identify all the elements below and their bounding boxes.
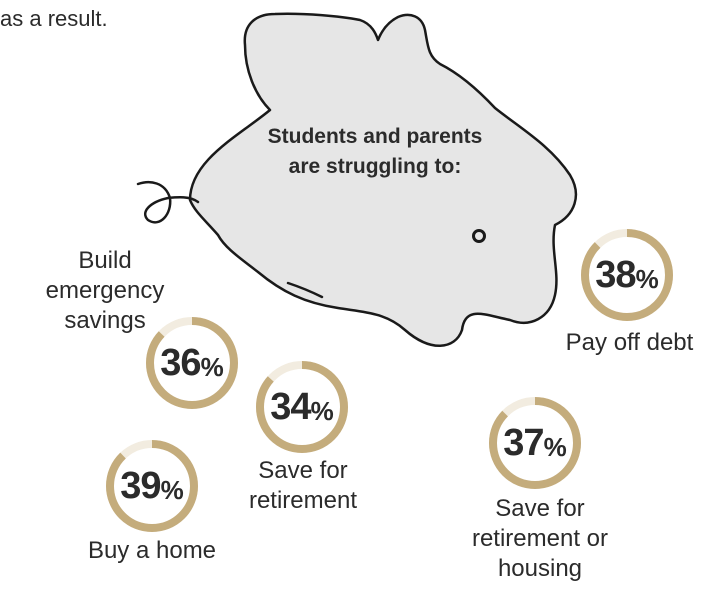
stat-value: 34% bbox=[270, 385, 334, 428]
progress-ring bbox=[489, 397, 581, 489]
piggy-bank-body bbox=[188, 12, 578, 347]
label-save-for-retirement: Save for retirement bbox=[213, 456, 393, 516]
label-line: retirement or bbox=[471, 525, 609, 552]
label-line: Save for bbox=[258, 457, 348, 484]
progress-ring bbox=[106, 440, 198, 532]
stat-build-emergency-savings: 36% bbox=[142, 313, 242, 413]
label-line: emergency bbox=[45, 277, 165, 304]
stat-value: 37% bbox=[503, 421, 567, 464]
heading-line-1: Students and parents bbox=[267, 125, 483, 148]
label-buy-a-home: Buy a home bbox=[62, 536, 242, 566]
label-line: Pay off debt bbox=[565, 329, 694, 356]
label-build-emergency-savings: Build emergency savings bbox=[15, 246, 195, 336]
stat-save-for-retirement: 34% bbox=[252, 357, 352, 457]
label-save-for-retirement-or-housing: Save for retirement or housing bbox=[445, 494, 635, 584]
intro-text: as a result. bbox=[0, 6, 108, 31]
piggy-leg-line bbox=[286, 281, 324, 299]
label-line: Buy a home bbox=[87, 537, 217, 564]
piggy-tail bbox=[136, 181, 200, 224]
stat-value: 36% bbox=[160, 341, 224, 384]
label-line: housing bbox=[497, 555, 583, 582]
progress-ring bbox=[581, 229, 673, 321]
label-line: retirement bbox=[248, 487, 358, 514]
label-pay-off-debt: Pay off debt bbox=[542, 328, 717, 358]
stat-value: 38% bbox=[595, 253, 659, 296]
main-heading: Students and parents are struggling to: bbox=[225, 122, 525, 182]
progress-ring bbox=[146, 317, 238, 409]
label-line: Build bbox=[78, 247, 132, 274]
label-line: Save for bbox=[495, 495, 585, 522]
progress-ring bbox=[256, 361, 348, 453]
stat-value: 39% bbox=[120, 464, 184, 507]
stat-save-for-retirement-or-housing: 37% bbox=[485, 393, 585, 493]
piggy-eye bbox=[472, 229, 486, 243]
label-line: savings bbox=[64, 307, 146, 334]
stat-pay-off-debt: 38% bbox=[577, 225, 677, 325]
heading-line-2: are struggling to: bbox=[288, 155, 462, 178]
stat-buy-a-home: 39% bbox=[102, 436, 202, 536]
